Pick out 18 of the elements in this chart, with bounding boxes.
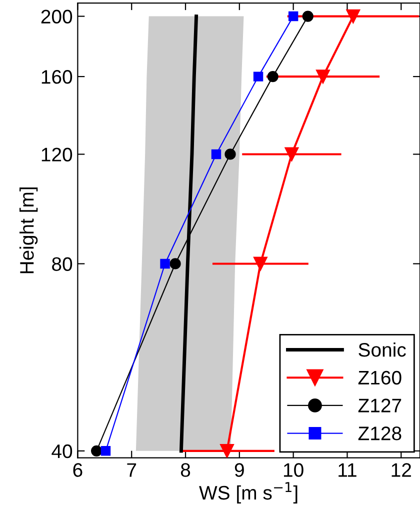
x-tick-label: 8	[180, 463, 190, 477]
x-tick-label: 9	[234, 463, 244, 477]
y-tick-label: 40	[52, 444, 72, 458]
x-tick-label: 11	[338, 463, 356, 477]
legend-label: Z160	[358, 370, 402, 385]
y-tick-label: 200	[41, 10, 72, 24]
x-tick-label: 7	[127, 463, 136, 477]
legend-label: Sonic	[358, 342, 406, 357]
x-tick-label: 12	[392, 463, 411, 477]
y-tick-label: 80	[52, 257, 72, 271]
x-axis-title: WS [m s$^{−1}$]	[199, 482, 298, 504]
y-tick-label: 120	[42, 148, 72, 162]
legend-label: Z127	[358, 398, 402, 412]
legend-label: Z128	[358, 426, 402, 440]
x-tick-label: 6	[73, 463, 82, 477]
x-tick-label: 10	[284, 463, 304, 477]
y-tick-label: 160	[42, 70, 72, 84]
y-axis-title: Height [m]	[19, 188, 38, 274]
